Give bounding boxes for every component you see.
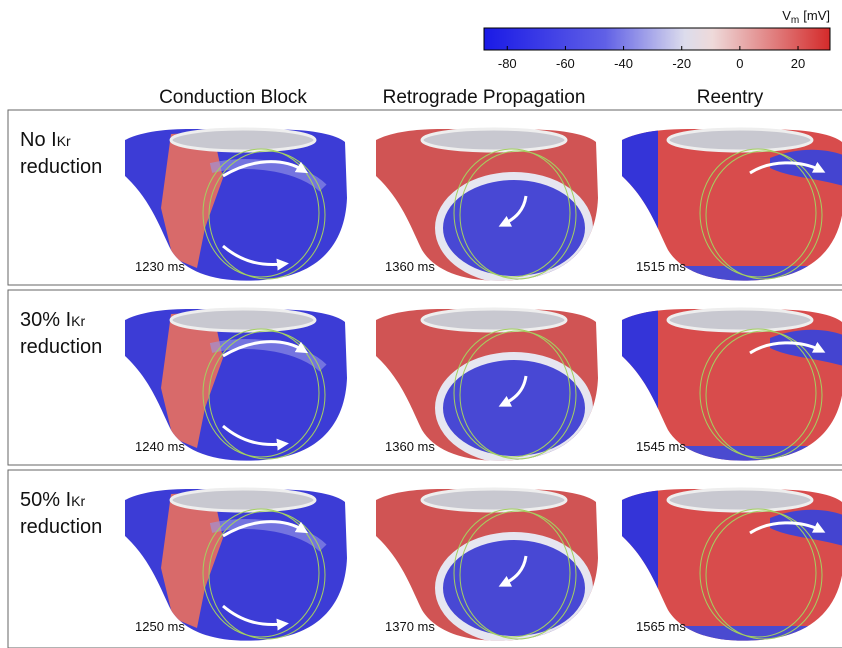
row-label-line2: reduction bbox=[20, 516, 102, 538]
arrow bbox=[222, 520, 309, 538]
row-label-main: 30% I bbox=[20, 309, 71, 331]
outline bbox=[208, 510, 326, 640]
outline bbox=[459, 150, 577, 280]
outline bbox=[699, 508, 817, 638]
outline bbox=[705, 510, 823, 640]
outline bbox=[202, 148, 320, 278]
colorbar-tick-label: -40 bbox=[614, 56, 633, 71]
time-label: 1515 ms bbox=[636, 259, 686, 274]
heart bbox=[125, 307, 347, 461]
arrow bbox=[222, 244, 289, 271]
arrow bbox=[749, 521, 826, 535]
outline bbox=[705, 330, 823, 460]
time-label: 1360 ms bbox=[385, 259, 435, 274]
heart-body bbox=[376, 489, 598, 641]
outline bbox=[453, 508, 571, 638]
valve-ring bbox=[169, 307, 317, 333]
heart-body bbox=[376, 129, 598, 281]
outline bbox=[202, 508, 320, 638]
colorbar-tick-label: 20 bbox=[791, 56, 805, 71]
valve-ring bbox=[169, 487, 317, 513]
outline bbox=[208, 330, 326, 460]
arrow bbox=[749, 341, 826, 355]
valve-ring bbox=[666, 307, 814, 333]
tissue bbox=[435, 352, 593, 461]
arrow bbox=[222, 604, 289, 631]
column-title: Conduction Block bbox=[159, 87, 307, 108]
time-label: 1565 ms bbox=[636, 619, 686, 634]
tissue bbox=[161, 132, 223, 268]
colorbar-label: Vm [mV] bbox=[782, 8, 830, 26]
tissue bbox=[209, 159, 327, 192]
heart bbox=[376, 127, 598, 281]
outline bbox=[202, 328, 320, 458]
colorbar-label-unit: [mV] bbox=[803, 8, 830, 23]
valve-ring bbox=[169, 127, 317, 153]
colorbar bbox=[483, 27, 831, 51]
outline bbox=[705, 150, 823, 280]
tissue bbox=[209, 339, 327, 372]
valve-ring bbox=[666, 487, 814, 513]
row-label: 30% IKr bbox=[20, 309, 85, 331]
outline bbox=[453, 148, 571, 278]
time-label: 1240 ms bbox=[135, 439, 185, 454]
colorbar-label-main: V bbox=[782, 8, 791, 23]
row-panel bbox=[7, 469, 842, 648]
arrow bbox=[498, 555, 528, 587]
outline bbox=[699, 148, 817, 278]
outline bbox=[699, 328, 817, 458]
time-label: 1545 ms bbox=[636, 439, 686, 454]
valve-ring bbox=[420, 127, 568, 153]
time-label: 1250 ms bbox=[135, 619, 185, 634]
colorbar-tick-label: -80 bbox=[498, 56, 517, 71]
row-label-main: No I bbox=[20, 129, 57, 151]
time-label: 1230 ms bbox=[135, 259, 185, 274]
row-label: No IKr bbox=[20, 129, 71, 151]
colorbar-tick-label: 0 bbox=[736, 56, 743, 71]
tissue bbox=[161, 492, 223, 628]
row-label-main: 50% I bbox=[20, 489, 71, 511]
valve-ring bbox=[420, 487, 568, 513]
tissue bbox=[435, 172, 593, 281]
valve-ring bbox=[666, 127, 814, 153]
arrow bbox=[749, 161, 826, 175]
colorbar-tick-label: -20 bbox=[672, 56, 691, 71]
tissue bbox=[435, 532, 593, 641]
arrow bbox=[222, 160, 309, 178]
row-label-line2: reduction bbox=[20, 156, 102, 178]
row-label-sub: Kr bbox=[71, 493, 85, 509]
arrow bbox=[222, 340, 309, 358]
row-label-sub: Kr bbox=[71, 313, 85, 329]
colorbar-label-sub: m bbox=[791, 15, 799, 26]
arrow bbox=[498, 195, 528, 227]
row-label: 50% IKr bbox=[20, 489, 85, 511]
arrow bbox=[498, 375, 528, 407]
time-label: 1360 ms bbox=[385, 439, 435, 454]
colorbar-tick-label: -60 bbox=[556, 56, 575, 71]
row-label-line2: reduction bbox=[20, 336, 102, 358]
heart bbox=[622, 487, 842, 641]
row-label-sub: Kr bbox=[57, 133, 71, 149]
outline bbox=[453, 328, 571, 458]
heart bbox=[376, 487, 598, 641]
tissue bbox=[209, 519, 327, 552]
time-label: 1370 ms bbox=[385, 619, 435, 634]
outline bbox=[459, 510, 577, 640]
row-panel bbox=[7, 289, 842, 466]
outline bbox=[208, 150, 326, 280]
column-title: Retrograde Propagation bbox=[383, 87, 586, 108]
tissue bbox=[161, 312, 223, 448]
row-panel bbox=[7, 109, 842, 286]
valve-ring bbox=[420, 307, 568, 333]
arrow bbox=[222, 424, 289, 451]
outline bbox=[459, 330, 577, 460]
heart bbox=[125, 127, 347, 281]
column-title: Reentry bbox=[697, 87, 764, 108]
